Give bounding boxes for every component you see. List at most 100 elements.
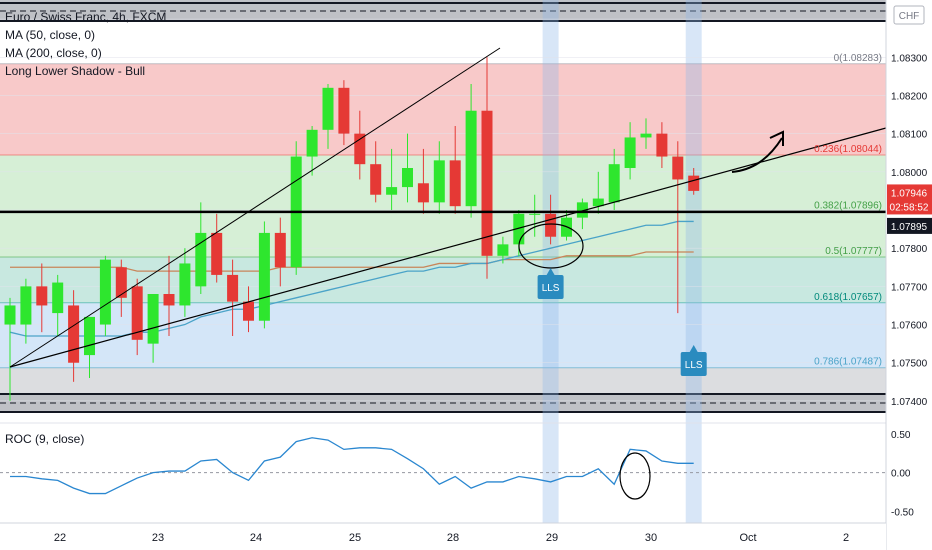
candle-body <box>68 305 80 363</box>
candle-body <box>258 232 270 321</box>
candle-body <box>688 175 700 191</box>
candle[interactable] <box>386 148 398 210</box>
trendline-drawings[interactable] <box>0 47 887 368</box>
candle[interactable] <box>449 126 461 214</box>
candle[interactable] <box>688 168 700 195</box>
marker-label: LLS <box>685 360 703 371</box>
candle[interactable] <box>656 122 668 168</box>
price-tick-label: 1.08100 <box>891 130 928 141</box>
price-tick-label: 1.08200 <box>891 91 928 102</box>
projection-arrow[interactable] <box>731 137 783 173</box>
candle-body <box>338 87 350 134</box>
candle[interactable] <box>529 194 541 237</box>
candle[interactable] <box>624 122 636 180</box>
badge-bg <box>887 217 932 234</box>
candle[interactable] <box>481 57 493 279</box>
candle[interactable] <box>370 141 382 203</box>
symbol-legend[interactable]: Euro / Swiss Franc, 4h, FXCM <box>5 10 167 24</box>
price-tick-label: 1.08300 <box>891 53 928 64</box>
price-tick-label: 1.07800 <box>891 244 928 255</box>
arrowhead[interactable] <box>769 130 784 146</box>
price-tick-label: 1.07400 <box>891 397 928 408</box>
candle[interactable] <box>640 118 652 149</box>
candle-body <box>576 202 588 218</box>
candle-body <box>545 213 557 237</box>
candle-body <box>131 286 143 340</box>
time-tick-label: 22 <box>54 532 66 544</box>
candle[interactable] <box>322 84 334 149</box>
candle-body <box>624 137 636 168</box>
candle[interactable] <box>402 133 413 203</box>
candle-body <box>386 187 398 195</box>
candle-body <box>529 213 541 215</box>
candle[interactable] <box>433 141 445 214</box>
candle[interactable] <box>179 248 191 317</box>
candle[interactable] <box>20 278 32 344</box>
candle-body <box>306 129 318 157</box>
candle-body <box>322 87 334 130</box>
lower-trendline[interactable] <box>9 127 887 368</box>
candle[interactable] <box>36 263 48 333</box>
candle[interactable] <box>306 126 318 176</box>
marker-arrow <box>546 268 555 275</box>
lls-marker: LLS <box>537 268 564 299</box>
candle-body <box>354 133 366 165</box>
candle[interactable] <box>274 217 286 287</box>
candle-body <box>227 274 239 302</box>
upper-trendline[interactable] <box>9 47 501 368</box>
candle[interactable] <box>258 221 270 329</box>
candle-body <box>640 133 652 138</box>
roc-highlight-ellipse[interactable] <box>619 452 651 500</box>
currency-box-bg <box>893 5 925 25</box>
candle[interactable] <box>211 213 223 283</box>
candle[interactable] <box>115 259 127 317</box>
time-axis-bg <box>0 523 886 550</box>
candle[interactable] <box>84 316 95 378</box>
fib-label: 0.786(1.07487) <box>814 357 882 368</box>
candle[interactable] <box>290 141 302 275</box>
ma50-legend[interactable]: MA (50, close, 0) <box>5 28 96 42</box>
candle[interactable] <box>4 297 16 401</box>
candle[interactable] <box>338 80 350 146</box>
roc-line[interactable] <box>10 437 694 495</box>
candle-body <box>433 160 445 203</box>
price-grid <box>0 18 886 402</box>
candle[interactable] <box>131 278 143 356</box>
support-price-badge: 1.07895 <box>887 217 932 234</box>
currency-label: CHF <box>899 11 920 22</box>
fib-label: 0(1.08283) <box>834 53 882 64</box>
candle[interactable] <box>99 255 111 336</box>
pattern-legend[interactable]: Long Lower Shadow - Bull <box>5 64 146 78</box>
candle[interactable] <box>52 274 64 336</box>
candle[interactable] <box>465 84 477 218</box>
candle[interactable] <box>163 255 175 336</box>
candle[interactable] <box>227 259 239 336</box>
time-tick-label: 28 <box>447 532 459 544</box>
fib-label: 0.382(1.07896) <box>814 201 882 212</box>
candle[interactable] <box>576 198 588 230</box>
roc-legend[interactable]: ROC (9, close) <box>5 432 85 446</box>
candle[interactable] <box>608 148 620 210</box>
candle[interactable] <box>68 290 80 382</box>
marker-label: LLS <box>542 283 560 294</box>
ma200-legend[interactable]: MA (200, close, 0) <box>5 46 102 60</box>
currency-box[interactable]: CHF <box>893 5 925 25</box>
price-axis-bg <box>886 0 932 550</box>
fib-label: 0.5(1.07777) <box>825 246 882 257</box>
candle[interactable] <box>417 148 429 214</box>
candle-body <box>179 263 191 306</box>
highlight-ellipse[interactable] <box>518 223 584 269</box>
time-tick-label: 29 <box>546 532 558 544</box>
candle-body <box>465 110 477 207</box>
candle-body <box>417 183 429 203</box>
candle-body <box>672 156 684 180</box>
candle[interactable] <box>195 202 207 294</box>
marker-arrow <box>689 345 698 352</box>
candle[interactable] <box>354 110 366 180</box>
candle[interactable] <box>243 286 254 333</box>
candle[interactable] <box>497 236 509 264</box>
candle-body <box>36 286 48 306</box>
candle[interactable] <box>672 141 684 314</box>
candlestick-series[interactable] <box>4 57 700 401</box>
